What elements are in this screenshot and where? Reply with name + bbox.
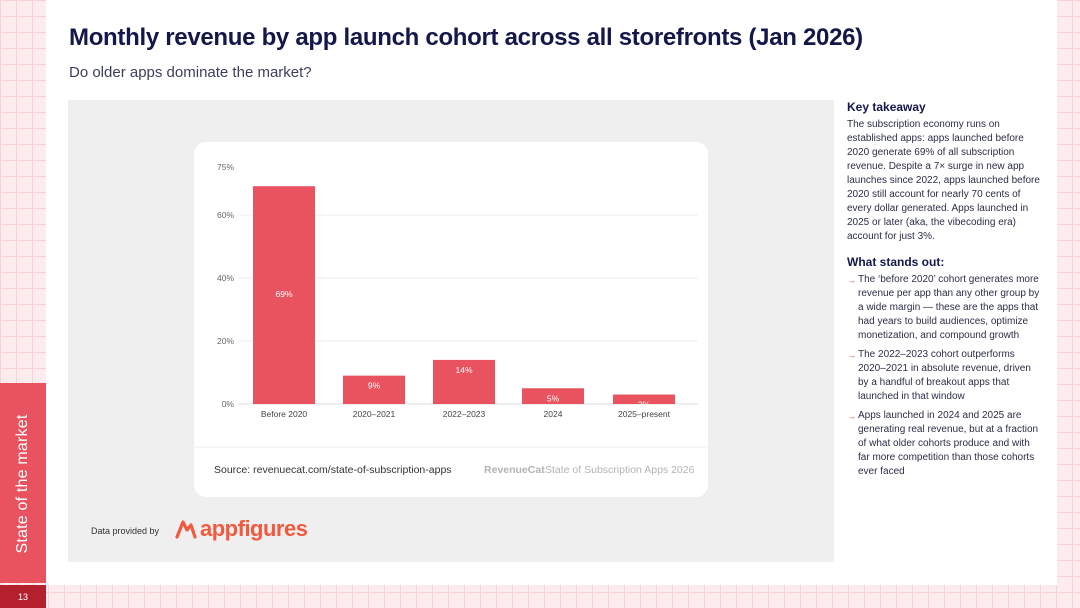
page-number: 13 [0,585,46,608]
slide-title: Monthly revenue by app launch cohort acr… [69,24,863,51]
bar-value-label: 5% [547,393,560,403]
report-name: State of Subscription Apps 2026 [545,464,695,476]
list-item: → The 2022–2023 cohort outperforms 2020–2… [847,348,1043,404]
chart-bar [433,359,495,404]
list-item-text: The ‘before 2020’ cohort generates more … [858,274,1040,341]
bar-value-label: 69% [275,289,292,299]
key-takeaway-heading: Key takeaway [847,100,926,114]
appfigures-wordmark: appfigures [200,516,308,541]
chart-bar [253,186,315,404]
arrow-right-icon: → [847,275,856,285]
stands-out-list: → The ‘before 2020’ cohort generates more… [847,273,1043,479]
chart-bar [522,388,584,404]
chart-source: Source: revenuecat.com/state-of-subscrip… [214,464,452,476]
y-tick-label: 20% [217,336,234,346]
appfigures-mark-icon [175,520,197,539]
x-tick-label: 2020–2021 [353,409,396,419]
bar-value-label: 14% [455,365,472,375]
bar-value-label: 3% [638,400,651,410]
slide-subtitle: Do older apps dominate the market? [69,64,312,81]
stands-out-heading: What stands out: [847,255,945,269]
arrow-right-icon: → [847,411,856,421]
list-item-text: Apps launched in 2024 and 2025 are gener… [858,410,1039,477]
insights-column: Key takeaway The subscription economy ru… [847,100,1043,484]
chart-bar [613,394,675,404]
y-tick-label: 75% [217,162,234,172]
revenuecat-logo: RevenueCat [484,464,545,476]
y-tick-label: 60% [217,210,234,220]
revenue-cohort-bar-chart: 0% 20% 40% 60% 75% 69% Before 2020 9% 2020–2021 1… [194,162,708,448]
arrow-right-icon: → [847,350,856,360]
list-item-text: The 2022–2023 cohort outperforms 2020–20… [858,349,1031,402]
chart-bar [343,375,405,404]
key-takeaway-body: The subscription economy runs on establi… [847,119,1040,242]
list-item: → The ‘before 2020’ cohort generates more… [847,273,1043,343]
x-tick-label: Before 2020 [261,409,308,419]
data-provided-label: Data provided by [91,526,160,536]
y-tick-label: 0% [222,399,235,409]
x-tick-label: 2022–2023 [443,409,486,419]
x-tick-label: 2024 [544,409,563,419]
x-tick-label: 2025–present [618,409,671,419]
section-side-label: State of the market [14,414,31,554]
section-side-tab [0,383,46,583]
list-item: → Apps launched in 2024 and 2025 are gene… [847,409,1043,479]
appfigures-logo: appfigures [175,516,308,541]
bar-value-label: 9% [368,381,381,391]
y-tick-label: 40% [217,273,234,283]
